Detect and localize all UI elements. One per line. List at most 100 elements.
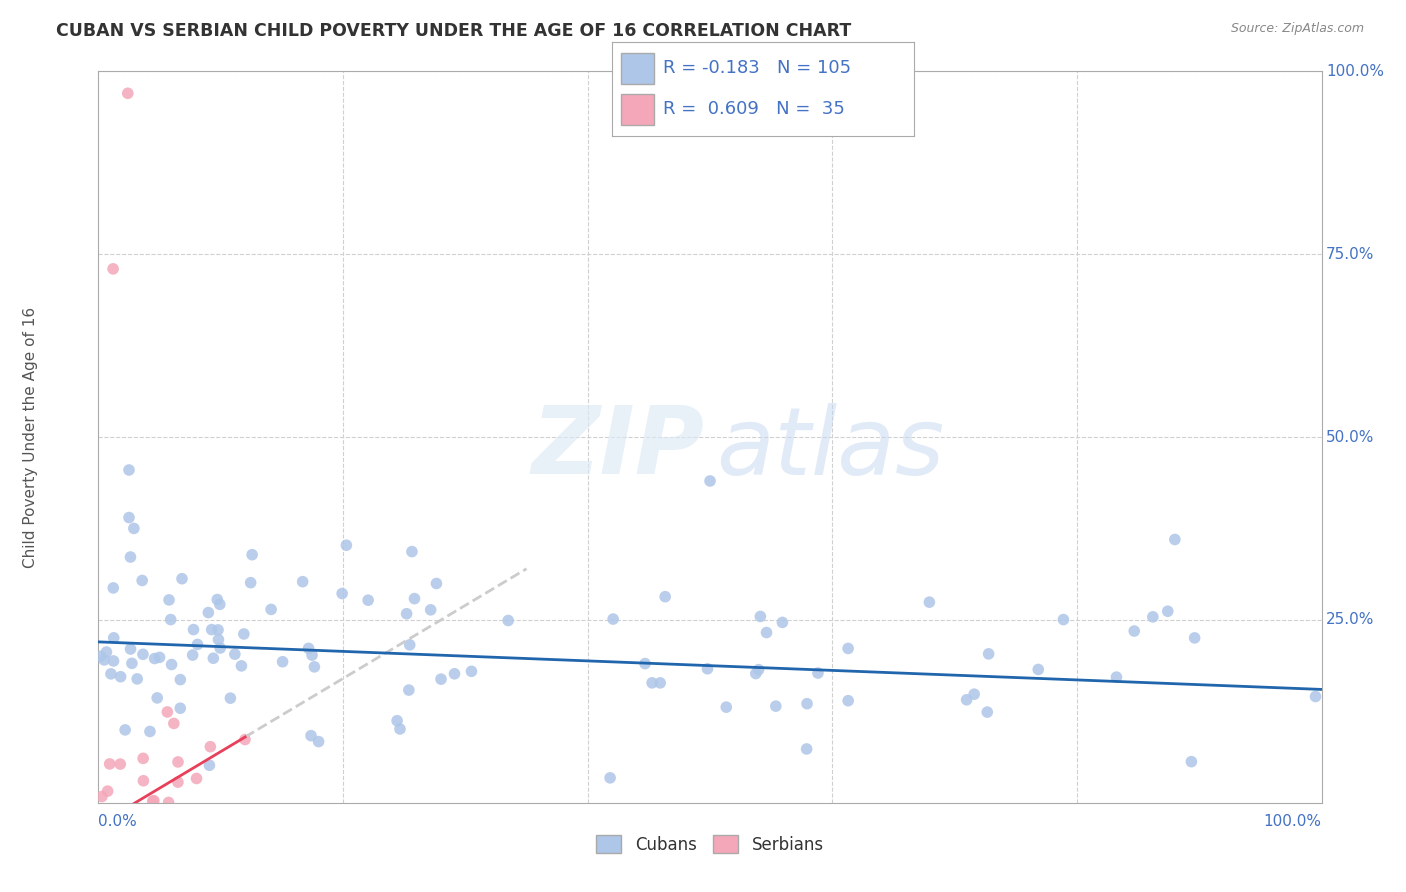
Point	[100, 803, 122, 817]
Point	[308, 734, 330, 748]
Point	[654, 590, 676, 604]
Point	[425, 576, 447, 591]
Point	[430, 672, 453, 686]
Point	[110, 757, 132, 772]
Point	[159, 613, 181, 627]
Bar	[620, 54, 654, 84]
Text: 50.0%: 50.0%	[1326, 430, 1374, 444]
Point	[169, 701, 191, 715]
Point	[132, 773, 155, 788]
Point	[207, 632, 229, 647]
Point	[142, 794, 165, 808]
Point	[157, 796, 180, 810]
Point	[98, 756, 121, 771]
Point	[977, 647, 1000, 661]
Point	[104, 803, 127, 817]
Point	[291, 574, 314, 589]
Point	[404, 591, 426, 606]
Point	[139, 724, 162, 739]
Point	[807, 666, 830, 681]
Point	[103, 631, 125, 645]
Point	[696, 662, 718, 676]
Point	[183, 623, 205, 637]
Point	[101, 803, 124, 817]
Point	[186, 637, 208, 651]
Text: 100.0%: 100.0%	[1326, 64, 1384, 78]
Point	[101, 261, 124, 276]
Point	[837, 694, 859, 708]
Point	[207, 592, 229, 607]
Point	[460, 665, 482, 679]
Point	[716, 700, 738, 714]
Text: 75.0%: 75.0%	[1326, 247, 1374, 261]
Point	[1123, 624, 1146, 638]
Text: 100.0%: 100.0%	[1264, 814, 1322, 830]
Point	[385, 714, 408, 728]
Point	[179, 803, 201, 817]
Point	[335, 538, 357, 552]
Point	[131, 574, 153, 588]
Point	[770, 615, 793, 630]
Point	[200, 739, 222, 754]
Point	[1164, 533, 1187, 547]
Point	[186, 772, 208, 786]
Point	[121, 657, 143, 671]
Point	[114, 803, 136, 817]
Point	[122, 521, 145, 535]
Point	[796, 742, 818, 756]
Point	[357, 593, 380, 607]
Text: R =  0.609   N =  35: R = 0.609 N = 35	[664, 101, 845, 119]
Point	[496, 614, 519, 628]
Point	[170, 572, 193, 586]
Point	[103, 803, 125, 817]
Point	[918, 595, 941, 609]
Text: R = -0.183   N = 105: R = -0.183 N = 105	[664, 59, 851, 77]
Point	[699, 474, 721, 488]
Point	[157, 593, 180, 607]
Point	[198, 758, 221, 772]
Point	[650, 676, 672, 690]
Point	[224, 647, 246, 661]
Point	[1052, 613, 1074, 627]
Point	[90, 789, 112, 804]
Point	[232, 627, 254, 641]
Point	[297, 641, 319, 656]
Point	[837, 641, 859, 656]
Point	[156, 705, 179, 719]
Point	[118, 510, 141, 524]
Point	[197, 606, 219, 620]
Point	[105, 803, 128, 817]
Point	[118, 463, 141, 477]
Point	[395, 607, 418, 621]
Point	[443, 666, 465, 681]
Point	[142, 794, 165, 808]
Point	[749, 609, 772, 624]
Point	[233, 732, 256, 747]
Point	[398, 683, 420, 698]
Point	[103, 654, 125, 668]
Text: Child Poverty Under the Age of 16: Child Poverty Under the Age of 16	[24, 307, 38, 567]
Point	[110, 670, 132, 684]
Point	[796, 697, 818, 711]
Point	[299, 729, 322, 743]
Point	[127, 672, 149, 686]
Point	[93, 653, 115, 667]
Point	[599, 771, 621, 785]
Point	[167, 775, 190, 789]
Point	[239, 575, 262, 590]
Point	[117, 87, 139, 101]
Point	[388, 722, 411, 736]
Point	[209, 640, 232, 655]
Point	[602, 612, 624, 626]
Point	[100, 666, 122, 681]
Bar	[620, 95, 654, 125]
Point	[202, 651, 225, 665]
Point	[1026, 663, 1049, 677]
Point	[120, 642, 142, 657]
Point	[1157, 604, 1180, 618]
Point	[231, 658, 253, 673]
Point	[122, 803, 145, 817]
Text: CUBAN VS SERBIAN CHILD POVERTY UNDER THE AGE OF 16 CORRELATION CHART: CUBAN VS SERBIAN CHILD POVERTY UNDER THE…	[56, 22, 852, 40]
Point	[167, 755, 190, 769]
Point	[955, 692, 977, 706]
